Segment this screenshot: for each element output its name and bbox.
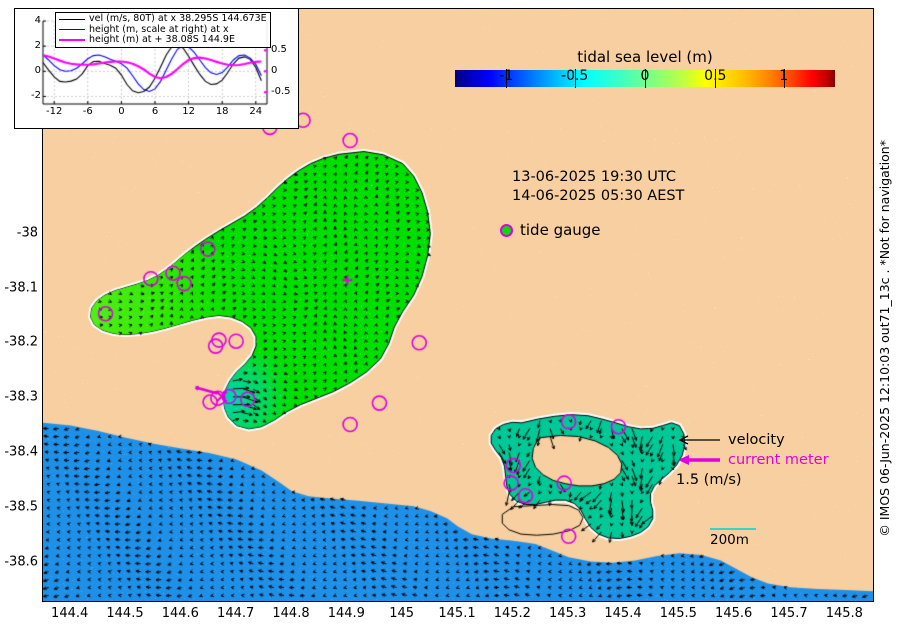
timeseries-inset[interactable]: vel (m/s, 80T) at x 38.295S 144.673E hei… bbox=[14, 8, 299, 129]
velocity-label: velocity bbox=[728, 430, 785, 450]
legend-label-velocity: vel (m/s, 80T) at x 38.295S 144.673E bbox=[89, 14, 267, 25]
x-axis-tick-label: 144.4 bbox=[51, 606, 88, 621]
x-axis-tick-label: 145.3 bbox=[549, 606, 586, 621]
x-axis-tick-label: 145.4 bbox=[604, 606, 641, 621]
x-axis-tick-label: 145.2 bbox=[494, 606, 531, 621]
y-axis-tick-label: -38.4 bbox=[4, 445, 38, 460]
x-axis-tick-label: 145.5 bbox=[660, 606, 697, 621]
y-axis-tick-label: -38.3 bbox=[4, 390, 38, 405]
colorbar-tick-label: 1 bbox=[779, 68, 788, 84]
current-meter-legend-row: current meter bbox=[676, 450, 829, 470]
x-axis-tick-label: 144.9 bbox=[328, 606, 365, 621]
x-axis-tick-label: 145.8 bbox=[826, 606, 863, 621]
legend-entry-velocity: vel (m/s, 80T) at x 38.295S 144.673E bbox=[59, 14, 267, 25]
datetime-block: 13-06-2025 19:30 UTC 14-06-2025 05:30 AE… bbox=[512, 168, 684, 206]
colorbar: tidal sea level (m) -1 -0.5 0 0.5 1 bbox=[455, 48, 835, 87]
legend-swatch-velocity bbox=[59, 19, 85, 20]
timeseries-legend: vel (m/s, 80T) at x 38.295S 144.673E hei… bbox=[55, 12, 271, 48]
y-axis-tick-label: -38.2 bbox=[4, 335, 38, 350]
timeseries-x-tick-label: 12 bbox=[180, 106, 198, 117]
tide-gauge-marker-icon bbox=[500, 224, 513, 237]
y-axis-tick-label: -38.5 bbox=[4, 499, 38, 514]
y-axis-tick-label: -38.6 bbox=[4, 554, 38, 569]
colorbar-title: tidal sea level (m) bbox=[455, 48, 835, 66]
velocity-arrow-icon bbox=[676, 434, 720, 446]
x-axis-tick-label: 145.1 bbox=[438, 606, 475, 621]
current-meter-label: current meter bbox=[728, 450, 829, 470]
timeseries-y-tick-label-left: 0 bbox=[25, 65, 41, 76]
scale-bar-label: 200m bbox=[710, 532, 756, 548]
legend-swatch-height-point bbox=[59, 39, 85, 41]
x-axis-tick-label: 144.8 bbox=[272, 606, 309, 621]
legend-label-height-point: height (m) at + 38.08S 144.9E bbox=[89, 35, 235, 46]
x-axis-tick-label: 144.5 bbox=[106, 606, 143, 621]
timeseries-y-tick-label-right: 0 bbox=[271, 65, 277, 76]
timeseries-y-tick-label-left: 2 bbox=[25, 40, 41, 51]
colorbar-tick-label: 0 bbox=[641, 68, 650, 84]
timeseries-x-tick-label: 24 bbox=[247, 106, 265, 117]
x-axis-tick-label: 145.6 bbox=[715, 606, 752, 621]
velocity-scale-label: 1.5 (m/s) bbox=[676, 470, 829, 490]
x-axis-tick-label: 145 bbox=[389, 606, 414, 621]
legend-entry-height-point: height (m) at + 38.08S 144.9E bbox=[59, 35, 267, 46]
tide-gauge-legend: tide gauge bbox=[500, 221, 601, 239]
credit-text: © IMOS 06-Jun-2025 12:10:03 out71_13c . … bbox=[877, 140, 892, 537]
timeseries-y-tick-label-left: 4 bbox=[25, 15, 41, 26]
y-axis-tick-label: -38 bbox=[17, 225, 38, 240]
x-axis-tick-label: 144.7 bbox=[217, 606, 254, 621]
scale-bar: 200m bbox=[710, 528, 756, 548]
timeseries-x-tick-label: -12 bbox=[45, 106, 63, 117]
colorbar-tick-label: -0.5 bbox=[561, 68, 588, 84]
datetime-utc: 13-06-2025 19:30 UTC bbox=[512, 168, 684, 187]
velocity-legend-row: velocity bbox=[676, 430, 829, 450]
current-meter-arrow-icon bbox=[676, 454, 720, 466]
timeseries-y-tick-label-left: -2 bbox=[25, 90, 41, 101]
tide-gauge-label: tide gauge bbox=[520, 221, 601, 239]
legend-swatch-height-right bbox=[59, 29, 85, 30]
y-axis-tick-label: -38.1 bbox=[4, 280, 38, 295]
timeseries-x-tick-label: 0 bbox=[112, 106, 130, 117]
velocity-legend: velocity current meter 1.5 (m/s) bbox=[676, 430, 829, 490]
timeseries-x-tick-label: 18 bbox=[213, 106, 231, 117]
x-axis-tick-label: 145.7 bbox=[770, 606, 807, 621]
timeseries-y-tick-label-right: -0.5 bbox=[271, 86, 291, 97]
timeseries-y-tick-label-right: 0.5 bbox=[271, 44, 287, 55]
colorbar-tick-label: -1 bbox=[499, 68, 513, 84]
timeseries-x-tick-label: -6 bbox=[79, 106, 97, 117]
datetime-local: 14-06-2025 05:30 AEST bbox=[512, 187, 684, 206]
timeseries-x-tick-label: 6 bbox=[146, 106, 164, 117]
scale-bar-line bbox=[710, 528, 756, 530]
colorbar-tick-label: 0.5 bbox=[704, 68, 726, 84]
x-axis-tick-label: 144.6 bbox=[162, 606, 199, 621]
